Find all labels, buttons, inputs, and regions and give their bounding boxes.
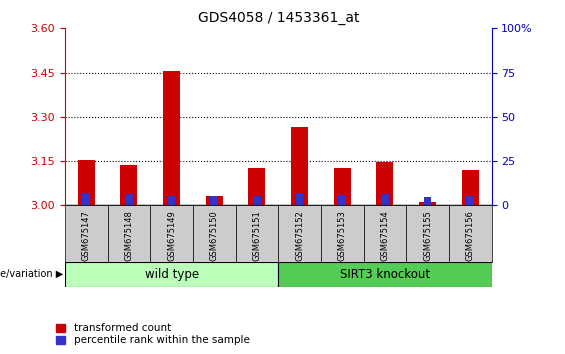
FancyBboxPatch shape (193, 205, 236, 262)
Bar (424, 198, 432, 205)
FancyBboxPatch shape (279, 205, 321, 262)
Bar (82, 193, 90, 205)
Bar (291, 127, 308, 205)
Bar (168, 196, 176, 205)
Bar (206, 196, 223, 205)
Bar (462, 170, 479, 205)
Bar (249, 167, 266, 205)
FancyBboxPatch shape (364, 205, 406, 262)
FancyBboxPatch shape (279, 262, 492, 287)
FancyBboxPatch shape (236, 205, 279, 262)
Bar (210, 196, 218, 205)
Text: wild type: wild type (145, 268, 199, 281)
Text: GSM675151: GSM675151 (253, 210, 262, 261)
Text: GSM675155: GSM675155 (423, 210, 432, 261)
FancyBboxPatch shape (321, 205, 364, 262)
Bar (253, 196, 261, 205)
Bar (120, 166, 137, 205)
Bar (338, 195, 346, 205)
Bar (376, 162, 393, 205)
Text: GSM675154: GSM675154 (380, 210, 389, 261)
Text: GSM675153: GSM675153 (338, 210, 347, 261)
FancyBboxPatch shape (107, 205, 150, 262)
Bar (334, 169, 351, 205)
FancyBboxPatch shape (65, 262, 279, 287)
Bar (295, 193, 303, 205)
Text: GSM675152: GSM675152 (295, 210, 304, 261)
Text: SIRT3 knockout: SIRT3 knockout (340, 268, 430, 281)
Text: GSM675156: GSM675156 (466, 210, 475, 261)
Bar (78, 160, 95, 205)
FancyBboxPatch shape (150, 205, 193, 262)
Bar (163, 71, 180, 205)
Title: GDS4058 / 1453361_at: GDS4058 / 1453361_at (198, 11, 359, 24)
Bar (466, 196, 474, 205)
Text: genotype/variation ▶: genotype/variation ▶ (0, 269, 63, 279)
FancyBboxPatch shape (406, 205, 449, 262)
Legend: transformed count, percentile rank within the sample: transformed count, percentile rank withi… (56, 323, 250, 345)
FancyBboxPatch shape (65, 205, 107, 262)
Text: GSM675147: GSM675147 (82, 210, 91, 261)
Bar (125, 194, 133, 205)
Text: GSM675150: GSM675150 (210, 210, 219, 261)
Bar (381, 194, 389, 205)
Text: GSM675148: GSM675148 (124, 210, 133, 261)
Bar (419, 202, 436, 205)
FancyBboxPatch shape (449, 205, 492, 262)
Text: GSM675149: GSM675149 (167, 210, 176, 261)
